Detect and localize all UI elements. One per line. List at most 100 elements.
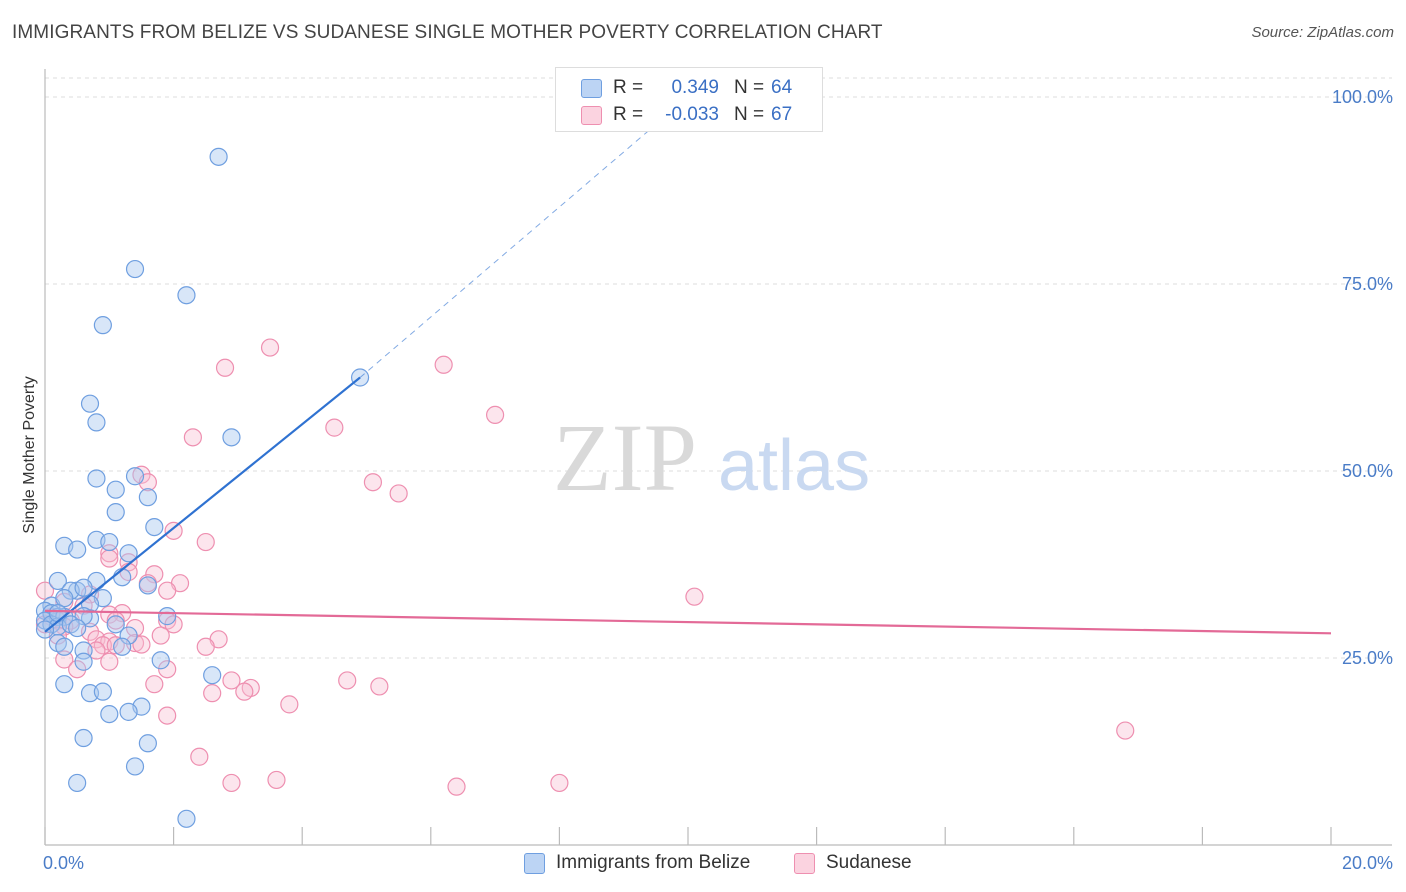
sudanese-point	[260, 338, 280, 357]
belize-point	[106, 615, 125, 634]
sudanese-point	[222, 773, 241, 793]
belize-point	[106, 480, 125, 499]
belize-point	[55, 675, 74, 694]
x-ticks	[44, 827, 1332, 845]
belize-trend-extension	[359, 96, 689, 378]
belize-point	[93, 682, 112, 701]
belize-point	[145, 517, 164, 537]
belize-point	[80, 394, 100, 413]
belize-point	[106, 503, 125, 522]
grid-lines	[45, 77, 1392, 659]
sudanese-point	[267, 770, 286, 790]
belize-point	[48, 604, 67, 623]
r-label: R =	[613, 77, 644, 98]
belize-point	[119, 702, 138, 721]
sudanese-point	[158, 581, 177, 600]
y-axis-label: Single Mother Poverty	[21, 376, 38, 533]
belize-point	[48, 571, 67, 591]
belize-point	[125, 259, 145, 279]
y-tick-label: 50.0%	[1342, 461, 1393, 481]
sudanese-legend-label: Sudanese	[826, 852, 912, 873]
belize-points	[35, 147, 370, 828]
sudanese-point	[55, 650, 74, 669]
sudanese-point	[486, 405, 505, 424]
y-tick-label: 100.0%	[1332, 87, 1393, 107]
n-value: 67	[771, 104, 793, 125]
x-tick-label-min: 0.0%	[43, 853, 84, 873]
belize-point	[74, 728, 93, 748]
sudanese-point	[196, 532, 215, 552]
belize-point	[68, 540, 87, 559]
belize-point	[87, 469, 106, 488]
y-tick-label: 25.0%	[1342, 648, 1393, 668]
belize-point	[138, 734, 157, 753]
belize-point	[209, 147, 228, 166]
watermark-zip: ZIP	[553, 404, 697, 511]
chart-source: Source: ZipAtlas.com	[1251, 24, 1394, 41]
belize-point	[113, 637, 132, 656]
sudanese-point	[183, 428, 202, 447]
trend-lines	[44, 96, 1332, 635]
sudanese-point	[434, 355, 453, 374]
sudanese-point	[447, 777, 466, 796]
belize-point	[138, 488, 157, 507]
watermark: ZIP atlas	[553, 404, 870, 511]
sudanese-point	[145, 675, 164, 694]
belize-point	[177, 809, 196, 828]
sudanese-point	[132, 635, 151, 654]
belize-point	[100, 704, 119, 724]
belize-point	[138, 576, 157, 595]
belize-point	[125, 757, 145, 776]
legend-row-belize: R = 0.349 N = 64	[556, 74, 822, 102]
sudanese-point	[87, 641, 106, 660]
sudanese-point	[35, 581, 55, 600]
n-value: 64	[771, 77, 793, 98]
belize-point	[100, 532, 119, 552]
sudanese-point	[280, 695, 299, 714]
belize-point	[177, 286, 196, 305]
chart-title: IMMIGRANTS FROM BELIZE VS SUDANESE SINGL…	[12, 22, 883, 43]
y-tick-label: 75.0%	[1342, 274, 1393, 294]
belize-legend-label: Immigrants from Belize	[556, 852, 751, 873]
sudanese-point	[145, 565, 164, 584]
sudanese-point	[235, 682, 254, 701]
belize-point	[119, 626, 138, 645]
sudanese-point	[132, 465, 151, 484]
belize-point	[158, 607, 177, 626]
belize-point	[93, 316, 112, 335]
belize-point	[87, 413, 106, 432]
sudanese-point	[203, 684, 222, 703]
sudanese-point	[100, 549, 119, 568]
sudanese-point	[1116, 721, 1135, 740]
r-label: R =	[613, 104, 644, 125]
y-tick-labels: 25.0% 50.0% 75.0% 100.0%	[1332, 87, 1393, 668]
sudanese-point	[164, 521, 183, 540]
sudanese-point	[100, 652, 119, 671]
sudanese-point	[685, 587, 704, 606]
belize-point	[35, 620, 55, 639]
belize-point	[74, 652, 93, 671]
r-value: -0.033	[665, 104, 719, 125]
belize-point	[55, 589, 74, 608]
belize-legend-swatch	[524, 853, 545, 874]
belize-trend-line	[44, 376, 361, 633]
x-tick-label-max: 20.0%	[1342, 853, 1393, 873]
belize-point	[125, 467, 145, 486]
sudanese-point	[363, 473, 383, 492]
sudanese-point	[125, 618, 145, 638]
sudanese-point	[370, 677, 389, 696]
sudanese-point	[196, 637, 215, 656]
sudanese-point	[222, 671, 241, 690]
sudanese-point	[215, 358, 235, 377]
sudanese-point	[389, 484, 408, 503]
belize-swatch	[581, 79, 602, 98]
belize-point	[68, 618, 87, 638]
sudanese-legend-swatch	[794, 853, 815, 874]
sudanese-swatch	[581, 106, 602, 125]
sudanese-point	[338, 671, 357, 690]
sudanese-point	[151, 626, 170, 645]
sudanese-point	[158, 660, 177, 679]
sudanese-point	[106, 636, 125, 655]
correlation-legend: R = 0.349 N = 64 R = -0.033 N = 67	[555, 67, 823, 132]
